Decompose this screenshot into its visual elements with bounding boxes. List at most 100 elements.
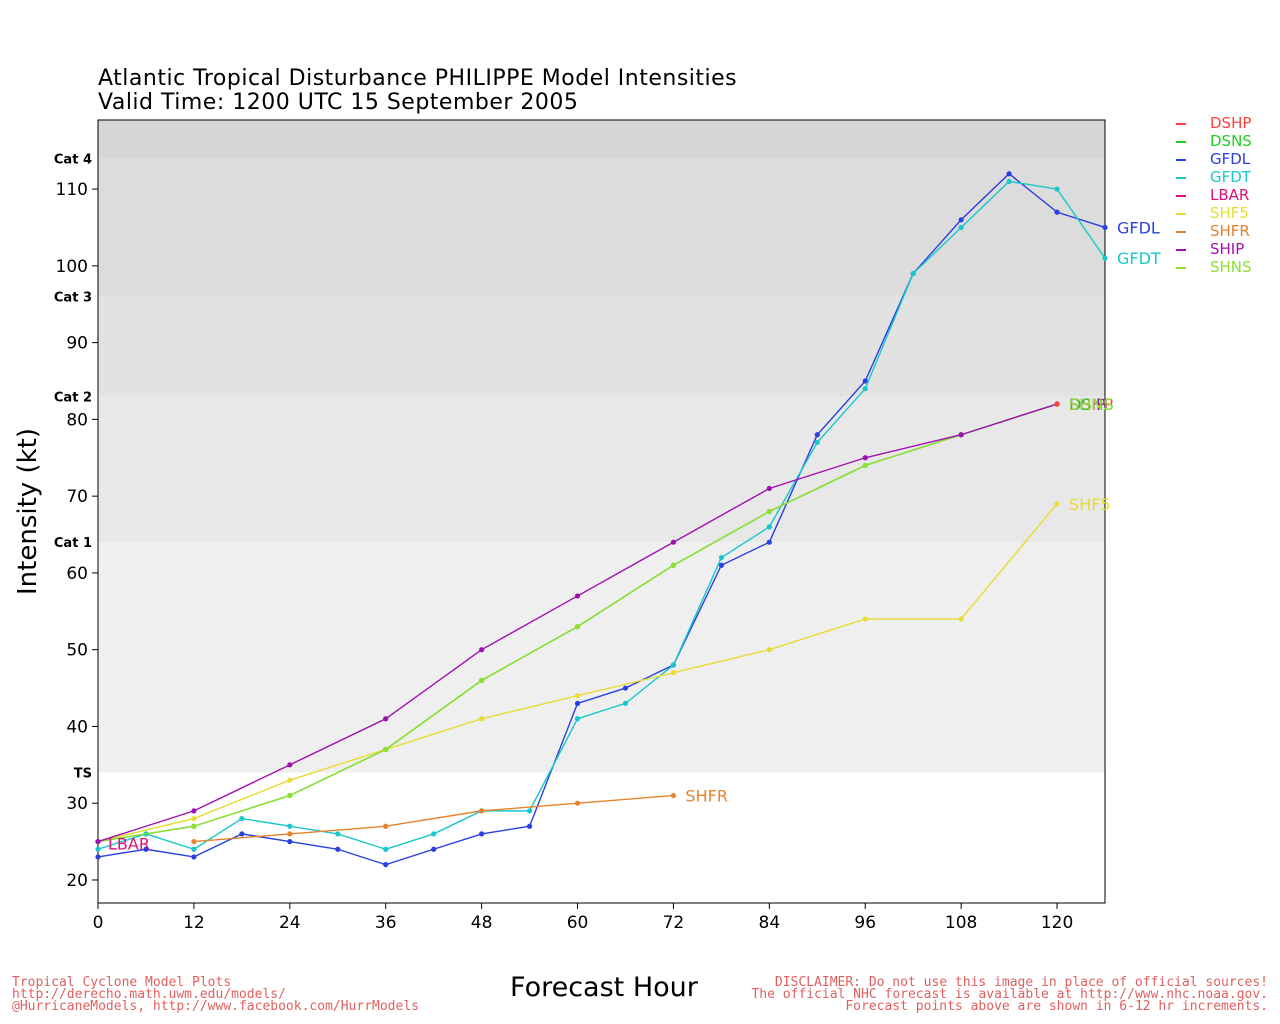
data-point [1054, 401, 1060, 407]
data-point [1054, 186, 1060, 192]
data-point [958, 217, 964, 223]
category-band [98, 120, 1105, 159]
x-tick-label: 0 [93, 913, 104, 933]
y-tick-label: 20 [66, 871, 88, 891]
y-tick-label: 70 [66, 487, 88, 507]
legend-swatch [1176, 140, 1186, 143]
data-point [526, 823, 533, 829]
footer-credits: Tropical Cyclone Model Plots http://dere… [12, 975, 419, 1014]
data-point [1006, 171, 1012, 177]
legend: DSHP DSNS GFDL GFDT LBAR SHF5 SHFR SHIP SHNS [1176, 114, 1252, 276]
data-point [862, 386, 868, 392]
disclaimer-line: DISCLAIMER: Do not use this image in pla… [774, 975, 1268, 990]
y-tick-label: 40 [66, 717, 88, 737]
data-point [191, 846, 197, 852]
overlap-end-label: DSNS [1069, 395, 1114, 414]
data-point [479, 716, 485, 722]
data-point [287, 762, 293, 768]
category-label: Cat 4 [54, 152, 92, 167]
footer-credit-line: Tropical Cyclone Model Plots [12, 975, 232, 990]
footer-disclaimer: DISCLAIMER: Do not use this image in pla… [751, 975, 1268, 1014]
data-point [95, 838, 101, 845]
data-point [622, 685, 629, 691]
data-point [574, 593, 581, 599]
data-point [958, 616, 964, 622]
data-point [574, 800, 581, 806]
data-point [191, 815, 197, 822]
category-label: Cat 2 [54, 390, 92, 405]
legend-label: DSHP [1210, 114, 1252, 132]
data-point [479, 677, 485, 683]
data-point [191, 808, 197, 814]
legend-item: DSHP [1176, 114, 1252, 132]
category-band [98, 158, 1105, 297]
data-point [287, 838, 293, 845]
series-end-label: LBAR [108, 835, 150, 854]
x-tick-label: 84 [759, 913, 781, 933]
x-tick-label: 108 [945, 913, 977, 933]
y-tick-label: 60 [66, 564, 88, 584]
legend-label: GFDL [1210, 150, 1251, 168]
series-end-label: SHF5 [1069, 495, 1111, 514]
data-point [862, 455, 868, 461]
data-point [670, 792, 677, 799]
legend-swatch [1176, 248, 1186, 251]
data-point [718, 562, 724, 568]
legend-swatch [1176, 212, 1186, 215]
data-point [479, 808, 485, 814]
legend-swatch [1176, 194, 1186, 197]
data-point [670, 662, 677, 668]
series-end-label: GFDL [1117, 218, 1160, 237]
legend-item: DSNS [1176, 132, 1252, 150]
x-tick-label: 12 [183, 913, 205, 933]
data-point [670, 670, 677, 676]
data-point [862, 462, 868, 469]
data-point [383, 862, 389, 868]
data-point [383, 846, 389, 852]
data-point [95, 854, 101, 860]
data-point [191, 823, 197, 829]
series-line [97, 180, 1106, 851]
legend-label: LBAR [1210, 186, 1250, 204]
x-tick-label: 120 [1041, 913, 1073, 933]
x-tick-label: 96 [854, 913, 876, 933]
legend-label: SHFR [1210, 222, 1250, 240]
chart-subtitle: Valid Time: 1200 UTC 15 September 2005 [98, 90, 579, 115]
data-point [383, 746, 389, 753]
category-label: TS [74, 767, 92, 782]
data-point [670, 562, 677, 568]
data-point [622, 700, 629, 707]
data-point [1006, 178, 1012, 185]
data-point [862, 378, 868, 384]
legend-item: SHIP [1176, 240, 1252, 258]
data-point [814, 439, 820, 446]
series-shf5 [95, 501, 1060, 845]
data-point [335, 846, 341, 852]
legend-swatch [1176, 266, 1186, 269]
footer-credit-line[interactable]: @HurricaneModels, http://www.facebook.co… [12, 999, 419, 1014]
data-point [766, 508, 772, 515]
series-dshp [1054, 401, 1060, 407]
x-axis-label: Forecast Hour [510, 972, 698, 1003]
legend-label: SHIP [1210, 240, 1245, 258]
series-line [193, 794, 674, 843]
data-point [287, 792, 293, 799]
data-point [191, 838, 197, 845]
series-line [97, 172, 1106, 866]
data-point [718, 554, 724, 561]
legend-swatch [1176, 158, 1186, 161]
data-point [191, 854, 197, 860]
overlap-end-label: SHIP [1069, 395, 1106, 414]
series-gfdl [95, 171, 1108, 868]
data-point [910, 270, 916, 277]
category-band [98, 396, 1105, 543]
data-point [766, 647, 772, 653]
legend-swatch [1176, 230, 1186, 233]
footer-credit-line[interactable]: http://derecho.math.uwm.edu/models/ [12, 987, 286, 1002]
disclaimer-line: The official NHC forecast is available a… [751, 987, 1268, 1002]
disclaimer-line: Forecast points above are shown in 6-12 … [845, 999, 1268, 1014]
data-point [287, 831, 293, 837]
series-end-label: SHFR [685, 787, 728, 806]
data-point [766, 539, 772, 545]
